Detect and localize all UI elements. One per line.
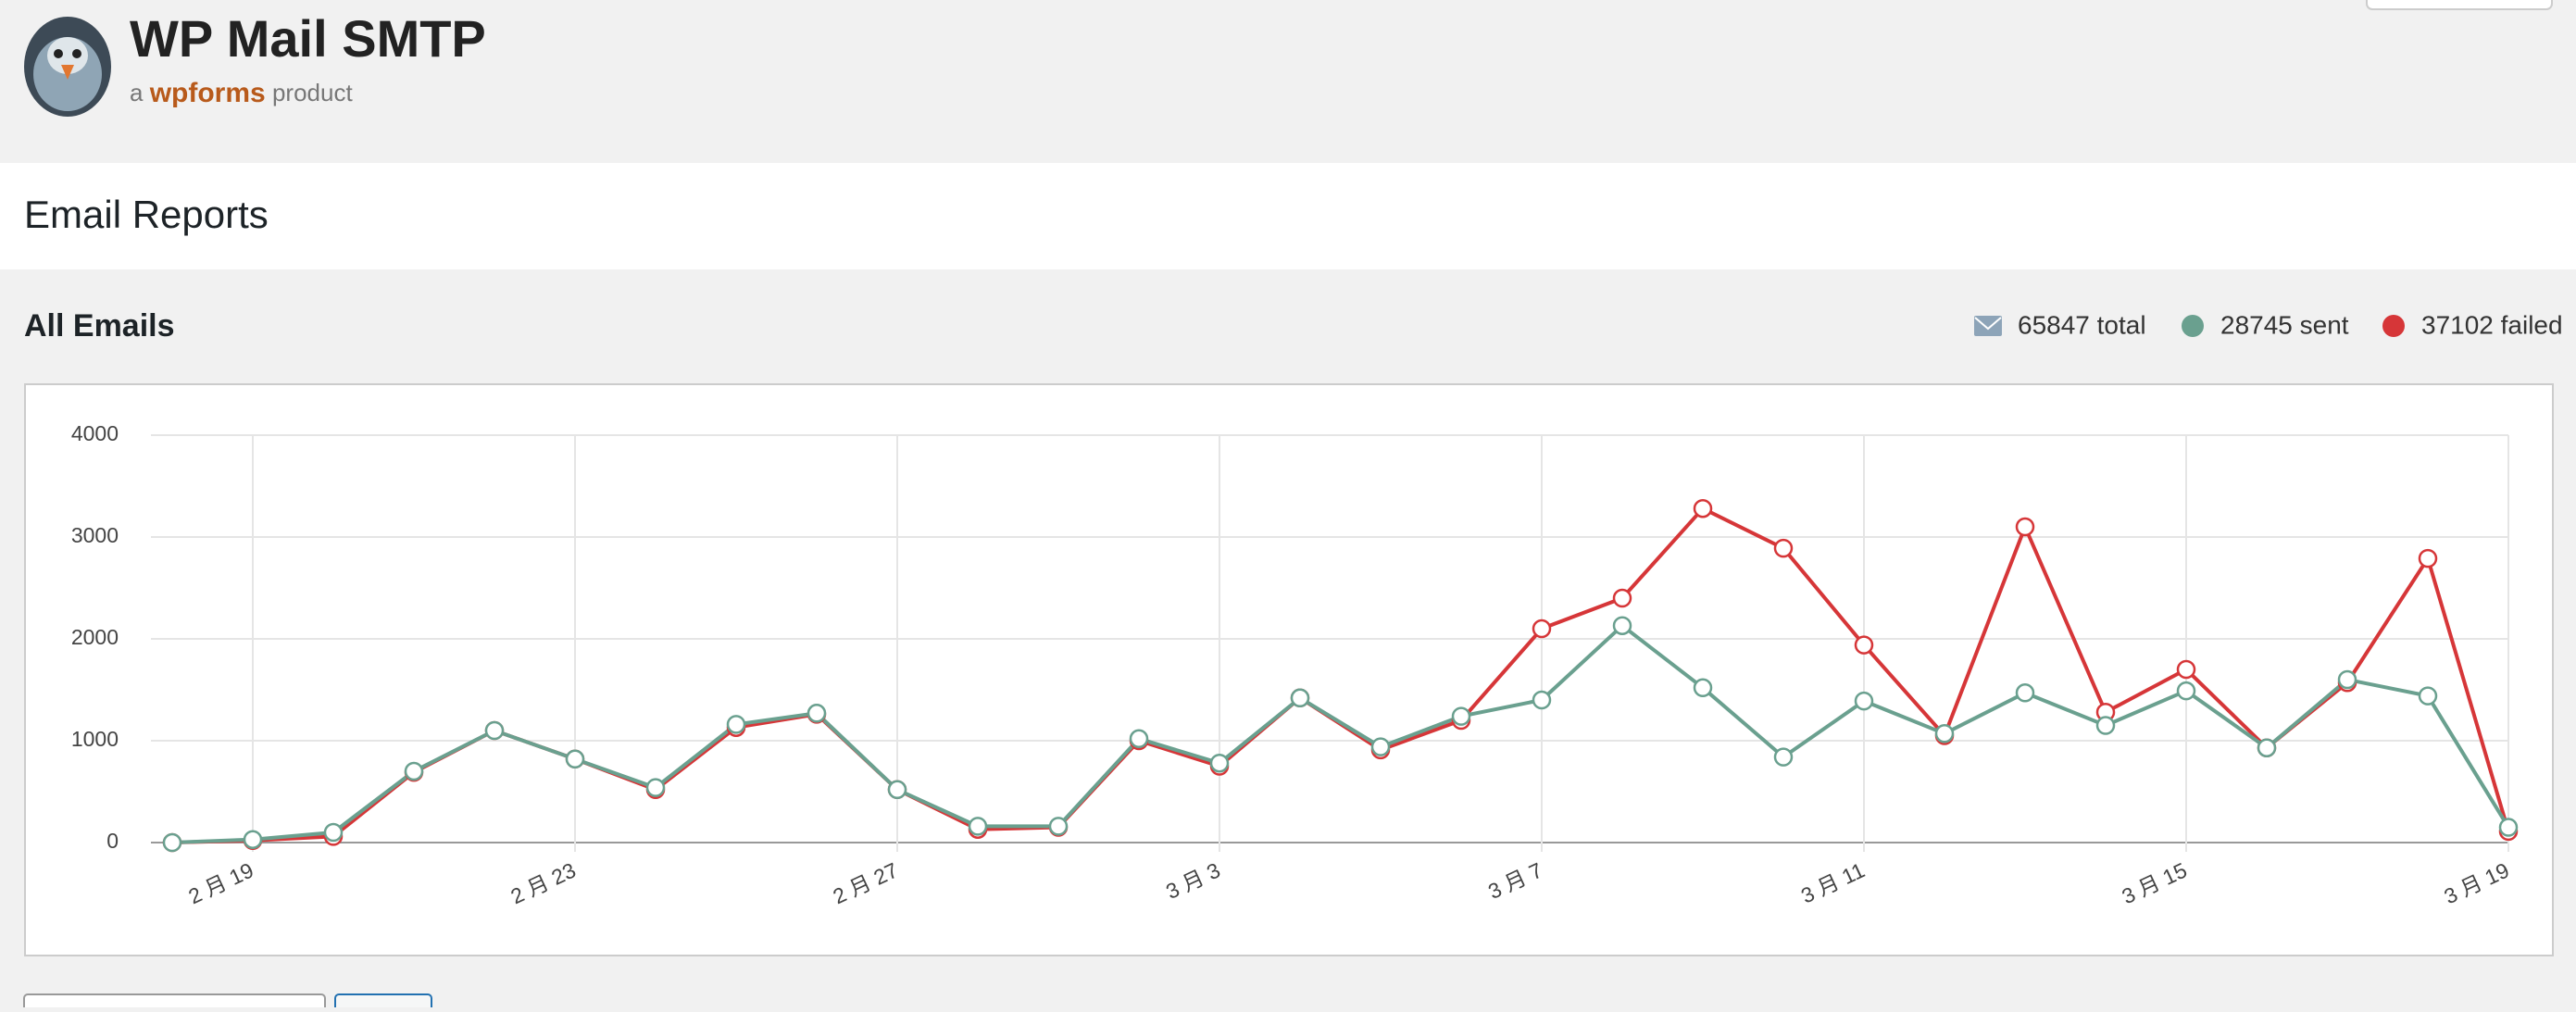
data-point	[1612, 588, 1632, 608]
y-tick-label: 3000	[71, 523, 119, 547]
data-point	[2418, 686, 2438, 706]
product-name: WP Mail SMTP	[130, 9, 486, 68]
data-point	[2257, 738, 2277, 757]
top-button[interactable]	[2366, 0, 2553, 10]
series-line	[171, 623, 2510, 844]
data-point	[1934, 724, 1955, 743]
data-point	[1370, 737, 1391, 756]
data-point	[887, 780, 907, 800]
logo	[24, 17, 111, 117]
legend-total: 65847 total	[1974, 310, 2146, 339]
legend-swatch	[2382, 315, 2405, 337]
tagline-suffix: product	[272, 79, 353, 106]
data-point	[1854, 691, 1874, 711]
legend-label: 37102 failed	[2421, 310, 2563, 339]
y-tick-label: 4000	[71, 421, 119, 445]
tagline: a wpforms product	[130, 78, 353, 108]
data-point	[2176, 659, 2196, 680]
data-point	[1612, 616, 1632, 635]
data-point	[565, 749, 585, 769]
y-tick-label: 1000	[71, 727, 119, 751]
data-point	[2337, 669, 2357, 690]
data-point	[1773, 538, 1794, 558]
legend-label: 28745 sent	[2220, 310, 2349, 339]
data-point	[968, 817, 988, 836]
data-point	[1532, 618, 1552, 639]
data-point	[2015, 683, 2035, 703]
filter-button[interactable]	[334, 993, 432, 1012]
data-point	[807, 704, 827, 723]
data-point	[484, 720, 505, 741]
tagline-brand: wpforms	[149, 78, 266, 108]
select-box[interactable]	[23, 993, 326, 1012]
title-bar	[0, 163, 2576, 269]
y-tick-label: 2000	[71, 625, 119, 649]
data-point	[1451, 706, 1471, 726]
data-point	[726, 715, 746, 734]
data-point	[162, 832, 182, 853]
section-title: All Emails	[24, 308, 175, 344]
chart-box	[24, 383, 2554, 956]
data-point	[1532, 690, 1552, 710]
data-point	[2015, 517, 2035, 537]
data-point	[1048, 817, 1069, 836]
legend: 37102 failed 28745 sent	[2182, 310, 2563, 339]
data-point	[2418, 548, 2438, 568]
data-point	[645, 778, 666, 797]
header-bg	[0, 0, 2576, 163]
data-point	[243, 830, 263, 849]
data-point	[1290, 688, 1310, 708]
data-point	[404, 761, 424, 781]
data-point	[1854, 635, 1874, 655]
tagline-prefix: a	[130, 79, 144, 106]
data-point	[1773, 747, 1794, 767]
data-point	[2095, 716, 2116, 735]
data-point	[323, 822, 344, 843]
page-title: Email Reports	[24, 193, 269, 236]
data-point	[2176, 681, 2196, 701]
data-point	[1693, 678, 1713, 698]
data-point	[1129, 729, 1149, 749]
data-point	[2498, 818, 2519, 837]
y-tick-label: 0	[106, 829, 119, 853]
legend-swatch	[2182, 315, 2204, 337]
data-point	[1209, 753, 1230, 773]
data-point	[1693, 498, 1713, 518]
legend-total-label: 65847 total	[2018, 310, 2146, 339]
